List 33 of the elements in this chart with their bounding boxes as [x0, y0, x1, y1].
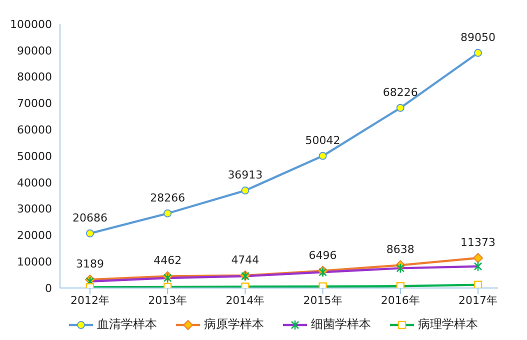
y-tick-label: 100000: [10, 18, 52, 31]
legend-label: 病理学样本: [418, 316, 478, 333]
x-tick-label: 2015年: [303, 294, 342, 307]
data-label: 36913: [228, 168, 263, 182]
y-tick-label: 30000: [17, 202, 52, 216]
legend-label: 病原学样本: [204, 316, 264, 333]
y-tick-label: 90000: [17, 44, 52, 58]
data-label: 3189: [76, 258, 104, 271]
data-label: 68226: [382, 86, 418, 99]
y-tick-label: 10000: [17, 256, 52, 269]
data-label: 6496: [308, 248, 337, 262]
data-label: 28266: [150, 191, 186, 204]
y-tick-label: 0: [45, 282, 52, 295]
y-tick-label: 80000: [17, 70, 52, 84]
legend-label: 细菌学样本: [311, 316, 371, 333]
data-label: 8638: [386, 243, 414, 256]
data-label: 4462: [154, 254, 182, 268]
x-tick-label: 2016年: [380, 294, 420, 307]
y-tick-label: 40000: [17, 176, 52, 190]
data-label: 50042: [305, 134, 340, 147]
x-tick-label: 2013年: [148, 294, 188, 307]
y-tick-label: 50000: [17, 150, 52, 163]
x-tick-label: 2014年: [226, 294, 265, 307]
data-label: 4744: [231, 253, 260, 266]
y-tick-label: 20000: [17, 229, 52, 242]
legend-label: 血清学样本: [97, 316, 157, 333]
y-tick-label: 60000: [17, 124, 52, 137]
y-tick-label: 70000: [17, 97, 52, 110]
data-label: 89050: [460, 30, 496, 44]
x-tick-label: 2012年: [70, 294, 110, 307]
data-label: 11373: [460, 236, 496, 249]
data-label: 20686: [72, 211, 108, 224]
x-tick-label: 2017年: [458, 294, 498, 307]
